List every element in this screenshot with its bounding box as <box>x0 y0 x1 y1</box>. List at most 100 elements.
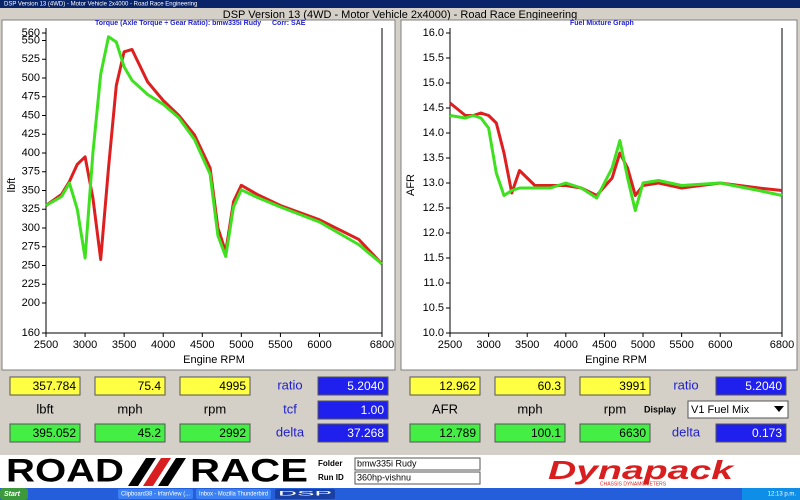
readout-label: AFR <box>432 401 458 416</box>
x-axis-label: Engine RPM <box>183 354 245 366</box>
dropdown-arrow[interactable] <box>774 406 784 412</box>
x-tick-label: 6800 <box>770 339 794 351</box>
readout-side-value: 37.268 <box>347 426 384 440</box>
y-tick-label: 400 <box>22 147 40 159</box>
x-tick-label: 4000 <box>151 339 175 351</box>
y-tick-label: 200 <box>22 297 40 309</box>
readout-side-label: delta <box>672 424 701 439</box>
readout-value: 45.2 <box>138 426 162 440</box>
y-tick-label: 10.5 <box>423 302 444 314</box>
logo-left: ROAD <box>6 452 124 488</box>
readout-side-value: 5.2040 <box>745 379 782 393</box>
x-tick-label: 3500 <box>515 339 539 351</box>
readout-label: mph <box>517 401 542 416</box>
readout-side-value: 5.2040 <box>347 379 384 393</box>
y-tick-label: 15.5 <box>423 52 444 64</box>
logo-slash <box>143 458 171 486</box>
chart-subtitle: Corr: SAE <box>272 20 306 27</box>
x-tick-label: 3000 <box>73 339 97 351</box>
brand-sub: CHASSIS DYNAMOMETERS <box>600 481 667 487</box>
window-title: DSP Version 13 (4WD - Motor Vehicle 2x40… <box>223 9 577 21</box>
x-tick-label: 2500 <box>438 339 462 351</box>
readout-value: 75.4 <box>138 379 162 393</box>
run-box <box>354 471 481 485</box>
y-tick-label: 14.5 <box>423 102 444 114</box>
readout-side-label: tcf <box>283 401 297 416</box>
x-tick-label: 2500 <box>34 339 58 351</box>
y-tick-label: 160 <box>22 327 40 339</box>
y-tick-label: 225 <box>22 278 40 290</box>
readout-side-label: ratio <box>277 377 302 392</box>
y-tick-label: 11.5 <box>423 252 444 264</box>
y-tick-label: 500 <box>22 72 40 84</box>
logo-slash <box>158 458 186 486</box>
y-tick-label: 350 <box>22 184 40 196</box>
start-button[interactable] <box>0 488 28 500</box>
readout-side-value: 0.173 <box>752 426 782 440</box>
readout-value-box <box>494 423 566 443</box>
readout-value: 2992 <box>219 426 246 440</box>
readout-value-box <box>9 423 81 443</box>
y-tick-label: 525 <box>22 53 40 65</box>
task-button[interactable] <box>118 489 193 499</box>
y-tick-label: 425 <box>22 128 40 140</box>
y-tick-label: 275 <box>22 241 40 253</box>
caption-bar <box>0 0 800 8</box>
x-tick-label: 3000 <box>476 339 500 351</box>
x-axis-label: Engine RPM <box>585 354 647 366</box>
display-dropdown[interactable] <box>687 400 789 419</box>
display-label: Display <box>644 404 676 414</box>
series-line <box>449 101 783 197</box>
readout-value-box <box>409 376 481 396</box>
readout-label: rpm <box>204 401 226 416</box>
x-tick-label: 5500 <box>268 339 292 351</box>
task-label: DSP <box>278 492 332 498</box>
readout-label: lbft <box>36 401 54 416</box>
readout-value-box <box>179 376 251 396</box>
readout-value: 3991 <box>619 379 646 393</box>
start-label: Start <box>4 491 21 498</box>
header <box>0 8 800 20</box>
task-button[interactable] <box>275 489 335 499</box>
readout-value: 6630 <box>619 426 646 440</box>
readout-side-value-box <box>317 423 389 443</box>
readout-side-value-box <box>317 376 389 396</box>
x-tick-label: 4500 <box>592 339 616 351</box>
brand: Dynapack <box>548 455 735 485</box>
series-line <box>45 35 383 266</box>
y-axis-label: lbft <box>6 178 18 193</box>
run: 360hp-vishnu <box>357 472 411 482</box>
folder: bmw335i Rudy <box>357 458 417 468</box>
run-label: Run ID <box>318 473 344 482</box>
y-tick-label: 15.0 <box>423 77 444 89</box>
readout-value-box <box>9 376 81 396</box>
x-tick-label: 6000 <box>708 339 732 351</box>
readout-value-box <box>579 376 651 396</box>
y-tick-label: 325 <box>22 203 40 215</box>
series-line <box>45 48 384 266</box>
y-tick-label: 375 <box>22 166 40 178</box>
chart-title: Fuel Mixture Graph <box>570 20 634 27</box>
folder-box <box>354 457 481 471</box>
readout-value-box <box>94 376 166 396</box>
task-button[interactable] <box>196 489 271 499</box>
y-tick-label: 12.0 <box>423 227 444 239</box>
readout-value: 100.1 <box>531 426 561 440</box>
x-tick-label: 5000 <box>631 339 655 351</box>
readout-side-value-box <box>715 423 787 443</box>
y-tick-label: 13.0 <box>423 177 444 189</box>
clock: 12:13 p.m. <box>768 492 797 498</box>
y-axis-label: AFR <box>405 174 417 196</box>
readout-value: 395.052 <box>33 426 77 440</box>
readout-side-value-box <box>715 376 787 396</box>
y-tick-label: 10.0 <box>423 327 444 339</box>
readout-value-box <box>179 423 251 443</box>
y-tick-label: 300 <box>22 222 40 234</box>
readout-value-box <box>579 423 651 443</box>
x-tick-label: 3500 <box>112 339 136 351</box>
display-value: V1 Fuel Mix <box>691 404 750 416</box>
x-tick-label: 4500 <box>190 339 214 351</box>
readout-side-label: ratio <box>673 377 698 392</box>
caption: DSP Version 13 (4WD) - Motor Vehicle 2x4… <box>4 2 197 8</box>
